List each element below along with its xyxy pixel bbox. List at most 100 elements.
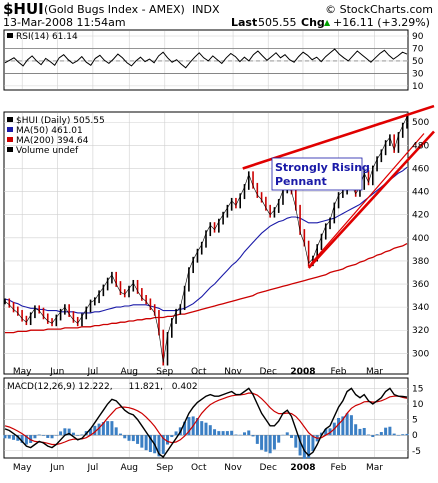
legend-entry: $HUI (Daily) 505.55	[16, 116, 105, 126]
histogram-bar	[170, 435, 174, 438]
legend-swatch	[7, 127, 13, 132]
macd-panel: -5 0 5 10 15 MACD(12,26,9) 12.222, 11.821, 0.4…	[3, 377, 424, 459]
x-axis-labels-bottom: May Jun Jul Aug Sep Oct Nov Dec 2008 Feb Mar	[13, 463, 383, 473]
ticker-symbol: $HUI	[3, 0, 44, 18]
rsi-tick-label: 10	[412, 82, 424, 92]
histogram-bar	[285, 432, 289, 436]
chart-header: $HUI (Gold Bugs Index - AMEX) INDX © Sto…	[3, 0, 433, 29]
histogram-bar	[349, 415, 353, 436]
price-tick-labels: 300 320 340 360 380 400 420 440 460 480 500	[412, 118, 429, 359]
histogram-bar	[388, 426, 392, 436]
histogram-bar	[76, 435, 80, 436]
pennant-annotation: Strongly Rising Pennant	[271, 157, 370, 191]
annotation-box	[271, 157, 363, 191]
macd-tick-label: 5	[412, 416, 418, 426]
macd-tick-label: -5	[412, 447, 421, 457]
histogram-bar	[97, 423, 101, 436]
rsi-tick-label: 70	[412, 44, 424, 54]
histogram-bar	[319, 432, 323, 436]
histogram-bar	[238, 434, 242, 436]
price-tick-label: 460	[412, 164, 429, 174]
histogram-bar	[123, 435, 127, 439]
legend-entry: Volume undef	[16, 146, 79, 156]
histogram-bar	[247, 430, 251, 436]
x-tick-label: Oct	[191, 463, 207, 473]
histogram-bar	[358, 428, 362, 436]
histogram-bar	[362, 427, 366, 436]
histogram-bar	[272, 435, 276, 450]
histogram-bar	[290, 435, 294, 438]
x-tick-label: Dec	[260, 367, 277, 377]
x-tick-label: Jul	[86, 367, 98, 377]
price-tick-label: 420	[412, 211, 429, 221]
histogram-bar	[234, 434, 238, 436]
x-tick-label: Aug	[120, 463, 138, 473]
x-tick-label: 2008	[290, 463, 315, 473]
histogram-bar	[401, 434, 405, 436]
rsi-tick-labels: 10 30 50 70 90	[412, 32, 424, 92]
macd-tick-label: 15	[412, 384, 423, 394]
legend-entry: RSI(14) 61.14	[16, 32, 78, 42]
histogram-bar	[148, 435, 152, 453]
price-tick-label: 360	[412, 280, 429, 290]
x-tick-label: Oct	[191, 367, 207, 377]
annotation-line-2: Pennant	[275, 175, 327, 188]
histogram-bar	[80, 434, 84, 436]
rsi-legend: RSI(14) 61.14	[7, 32, 78, 42]
histogram-bar	[16, 435, 20, 441]
price-tick-label: 440	[412, 188, 429, 198]
price-tick-label: 400	[412, 234, 429, 244]
x-tick-label: Aug	[120, 367, 138, 377]
x-tick-label: Jun	[49, 463, 64, 473]
x-tick-label: Jun	[49, 367, 64, 377]
histogram-bar	[405, 433, 409, 436]
x-tick-label: Dec	[260, 463, 277, 473]
histogram-bar	[183, 421, 187, 436]
x-tick-label: Sep	[156, 367, 173, 377]
histogram-bar	[204, 422, 208, 436]
histogram-bar	[59, 431, 63, 436]
legend-entry: 0.402	[172, 382, 198, 392]
x-tick-label: Nov	[224, 463, 242, 473]
x-tick-label: Feb	[331, 463, 347, 473]
histogram-bar	[110, 421, 114, 436]
price-tick-label: 380	[412, 257, 429, 267]
histogram-bar	[328, 428, 332, 436]
legend-entry: MA(200) 394.64	[16, 136, 89, 146]
x-tick-label: Jul	[86, 463, 98, 473]
rsi-panel: 10 30 50 70 90 RSI(14) 61.14	[3, 29, 424, 92]
price-tick-label: 340	[412, 303, 429, 313]
legend-entry: MACD(12,26,9) 12.222,	[7, 382, 113, 392]
histogram-bar	[264, 435, 268, 452]
rsi-grid	[4, 31, 408, 89]
price-line	[4, 116, 408, 363]
histogram-bar	[302, 435, 306, 459]
ma200-line	[5, 243, 408, 334]
histogram-bar	[281, 434, 285, 436]
price-tick-label: 480	[412, 141, 429, 151]
histogram-bar	[213, 429, 217, 436]
histogram-bar	[345, 413, 349, 436]
histogram-bar	[46, 435, 50, 438]
histogram-bar	[217, 431, 221, 436]
histogram-bar	[118, 433, 122, 436]
histogram-bar	[324, 428, 328, 436]
histogram-bar	[71, 432, 75, 436]
price-panel: 300 320 340 360 380 400 420 440 460 480 500 $HUI (…	[3, 104, 435, 375]
chg-arrow-icon: ▲	[324, 18, 331, 27]
ma50-line	[4, 166, 408, 314]
last-value: 505.55	[258, 16, 297, 29]
rsi-lines	[4, 48, 408, 69]
legend-swatch	[7, 137, 13, 142]
histogram-bar	[20, 435, 24, 443]
x-tick-label: Feb	[331, 367, 347, 377]
histogram-bar	[41, 435, 45, 436]
histogram-bar	[140, 435, 144, 448]
macd-lines	[4, 387, 408, 458]
watermark: © StockCharts.com	[325, 3, 433, 16]
histogram-bar	[195, 418, 199, 436]
histogram-bar	[63, 428, 67, 436]
histogram-bar	[367, 434, 371, 436]
histogram-bar	[379, 432, 383, 436]
